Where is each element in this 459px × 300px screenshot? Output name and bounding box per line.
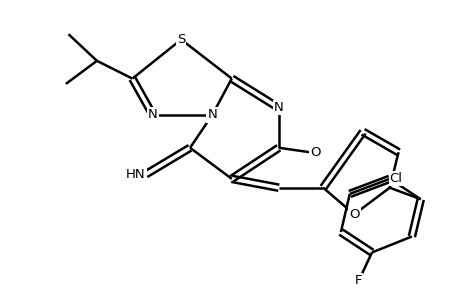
Text: O: O — [309, 146, 319, 159]
Text: HN: HN — [126, 168, 146, 181]
Text: N: N — [273, 101, 283, 114]
Text: Cl: Cl — [389, 172, 402, 185]
Text: N: N — [148, 109, 157, 122]
Text: O: O — [348, 208, 358, 221]
Text: N: N — [207, 109, 217, 122]
Text: F: F — [354, 274, 362, 287]
Text: S: S — [177, 33, 185, 46]
